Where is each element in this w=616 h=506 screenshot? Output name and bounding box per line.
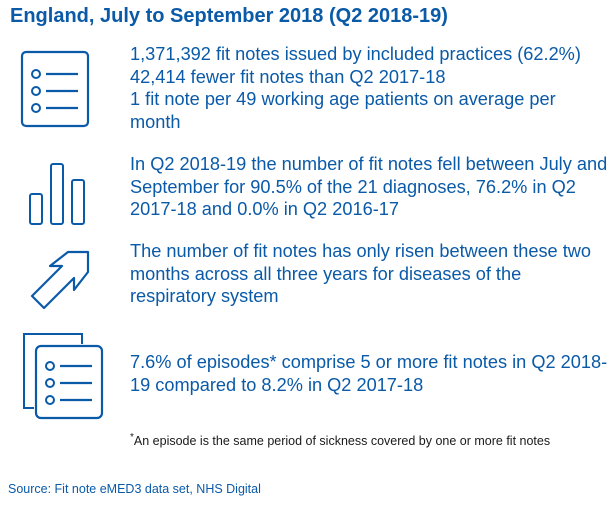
episodes-text: 7.6% of episodes* comprise 5 or more fit… <box>130 352 608 395</box>
section-respiratory: The number of fit notes has only risen b… <box>130 240 610 308</box>
bar-chart-icon <box>29 163 85 225</box>
section-diagnoses: In Q2 2018-19 the number of fit notes fe… <box>130 153 610 221</box>
footnote-marker: * <box>130 432 134 443</box>
arrow-up-right-icon <box>30 250 90 310</box>
source-note: Source: Fit note eMED3 data set, NHS Dig… <box>8 482 261 496</box>
section-episodes: 7.6% of episodes* comprise 5 or more fit… <box>130 351 610 396</box>
document-stack-icon <box>23 333 104 420</box>
respiratory-text: The number of fit notes has only risen b… <box>130 241 592 306</box>
summary-line-issued: 1,371,392 fit notes issued by included p… <box>130 44 581 64</box>
summary-line-fewer: 42,414 fewer fit notes than Q2 2017-18 <box>130 66 446 87</box>
footnote-text: An episode is the same period of sicknes… <box>133 434 551 449</box>
footnote: *An episode is the same period of sickne… <box>130 432 550 448</box>
section-fit-notes-summary: 1,371,392 fit notes issued by included p… <box>130 43 610 133</box>
page-title: England, July to September 2018 (Q2 2018… <box>10 5 448 27</box>
list-icon <box>20 50 90 128</box>
summary-line-per-patient: 1 fit note per 49 working age patients o… <box>130 89 556 132</box>
diagnoses-text: In Q2 2018-19 the number of fit notes fe… <box>130 154 608 219</box>
